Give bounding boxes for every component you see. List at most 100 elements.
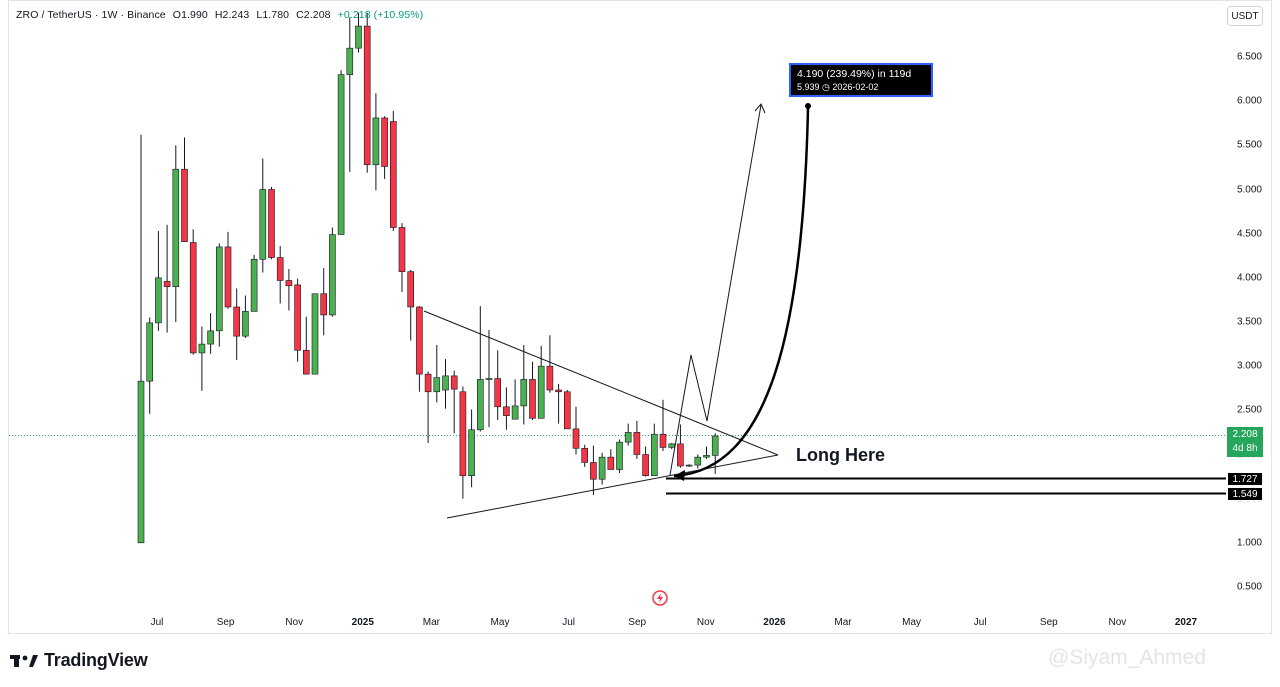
time-axis-label: 2027 bbox=[1174, 617, 1198, 628]
candle-body-up bbox=[146, 322, 153, 382]
long-here-annotation: Long Here bbox=[796, 445, 886, 465]
candle-body-up bbox=[207, 330, 214, 345]
candle-body-up bbox=[520, 379, 528, 407]
candle-body-down bbox=[276, 257, 284, 281]
ohlc-close: C2.208 bbox=[296, 9, 331, 21]
ascending-trendline bbox=[446, 454, 779, 519]
target-point bbox=[805, 103, 811, 109]
candle bbox=[677, 424, 684, 468]
candle bbox=[311, 293, 319, 375]
candle bbox=[337, 70, 345, 235]
candle-body-down bbox=[233, 306, 240, 337]
time-axis-label: May bbox=[490, 617, 510, 628]
measure-box: 4.190 (239.49%) in 119d 5.939 ◷ 2026-02-… bbox=[789, 63, 933, 97]
candle-body-up bbox=[468, 429, 475, 476]
candle-body-down bbox=[294, 284, 301, 351]
candle-body-up bbox=[337, 74, 345, 235]
candle-body-down bbox=[633, 432, 641, 455]
price-axis-label: 5.000 bbox=[1236, 184, 1262, 195]
tradingview-logo[interactable]: TradingView bbox=[10, 650, 148, 671]
lightning-icon[interactable] bbox=[652, 590, 668, 606]
candle bbox=[494, 350, 502, 421]
candle bbox=[189, 229, 197, 355]
candle bbox=[485, 329, 493, 428]
ohlc-low: L1.780 bbox=[256, 9, 290, 21]
price-axis-label: 3.500 bbox=[1236, 316, 1262, 328]
candle-body-down bbox=[529, 379, 536, 419]
time-axis-label: Mar bbox=[422, 617, 441, 628]
candle bbox=[468, 409, 475, 488]
ohlc-change: +0.218 (+10.95%) bbox=[337, 9, 424, 21]
candle bbox=[703, 446, 710, 459]
candle bbox=[529, 361, 536, 421]
projection-curve bbox=[673, 107, 810, 478]
candle bbox=[163, 224, 171, 333]
candle-body-down bbox=[563, 391, 571, 430]
price-axis-label: 1.000 bbox=[1236, 537, 1262, 549]
candle bbox=[503, 387, 510, 430]
candle bbox=[207, 313, 214, 354]
candle-body-down bbox=[268, 189, 275, 258]
candle bbox=[389, 110, 397, 232]
candle bbox=[372, 93, 380, 191]
time-axis-label: Jul bbox=[562, 617, 575, 628]
price-axis-label: 6.000 bbox=[1236, 95, 1262, 107]
candle bbox=[563, 390, 571, 430]
candle-body-down bbox=[285, 280, 293, 287]
descending-trendline bbox=[423, 310, 779, 456]
time-axis-label: Sep bbox=[216, 617, 235, 628]
level-tag-1549: 1.549 bbox=[1227, 487, 1263, 501]
candle-body-down bbox=[555, 389, 562, 393]
candle bbox=[276, 246, 284, 304]
candle bbox=[572, 406, 580, 455]
candle-body-up bbox=[172, 168, 180, 287]
candle bbox=[346, 17, 354, 172]
current-price-value: 2.208 bbox=[1232, 429, 1258, 440]
price-axis-label: 4.500 bbox=[1236, 228, 1262, 240]
candle-body-down bbox=[407, 271, 415, 308]
currency-button[interactable]: USDT bbox=[1227, 6, 1263, 26]
price-axis-label: 6.500 bbox=[1236, 51, 1262, 63]
price-chart[interactable] bbox=[0, 0, 1280, 634]
candle-body-down bbox=[642, 454, 649, 477]
candle-body-up bbox=[711, 435, 719, 456]
candle-body-down bbox=[224, 246, 232, 308]
candle-body-up bbox=[476, 379, 484, 431]
candle bbox=[668, 443, 676, 450]
candle bbox=[294, 278, 301, 362]
symbol-title: ZRO / TetherUS · 1W · Binance bbox=[16, 9, 166, 21]
candle bbox=[650, 423, 658, 476]
time-axis-label: May bbox=[902, 617, 922, 628]
candle bbox=[433, 344, 441, 403]
candle bbox=[633, 420, 641, 459]
time-axis-label: Nov bbox=[285, 617, 304, 628]
candle-body-down bbox=[181, 168, 188, 242]
candle-body-up bbox=[650, 433, 658, 476]
candle-body-down bbox=[163, 281, 171, 287]
candle bbox=[685, 464, 693, 467]
candle bbox=[476, 306, 484, 432]
candle-body-up bbox=[485, 378, 493, 380]
candle-body-down bbox=[581, 448, 589, 463]
time-axis-label: Nov bbox=[1108, 617, 1127, 628]
candle-body-down bbox=[381, 117, 388, 167]
author-watermark: @Siyam_Ahmed bbox=[1048, 646, 1206, 669]
time-axis-label: 2025 bbox=[351, 617, 374, 628]
candle-body-up bbox=[259, 189, 267, 260]
price-axis-label: 5.500 bbox=[1236, 139, 1262, 151]
candle-body-down bbox=[546, 365, 554, 391]
symbol-header: ZRO / TetherUS · 1W · Binance O1.990 H2.… bbox=[16, 9, 427, 21]
candle bbox=[216, 243, 223, 347]
candle-body-up bbox=[155, 277, 162, 324]
price-axis-label: 4.000 bbox=[1236, 272, 1262, 284]
candle-countdown: 4d 8h bbox=[1232, 443, 1258, 454]
candle-body-up bbox=[511, 405, 519, 420]
candle-body-up bbox=[372, 117, 380, 166]
tradingview-logo-icon bbox=[10, 654, 38, 667]
candle-body-down bbox=[424, 373, 432, 393]
candle bbox=[172, 145, 180, 322]
candle bbox=[442, 359, 449, 409]
candle-body-down bbox=[659, 433, 667, 448]
candle-body-up bbox=[311, 293, 319, 375]
candle-body-up bbox=[355, 25, 362, 49]
